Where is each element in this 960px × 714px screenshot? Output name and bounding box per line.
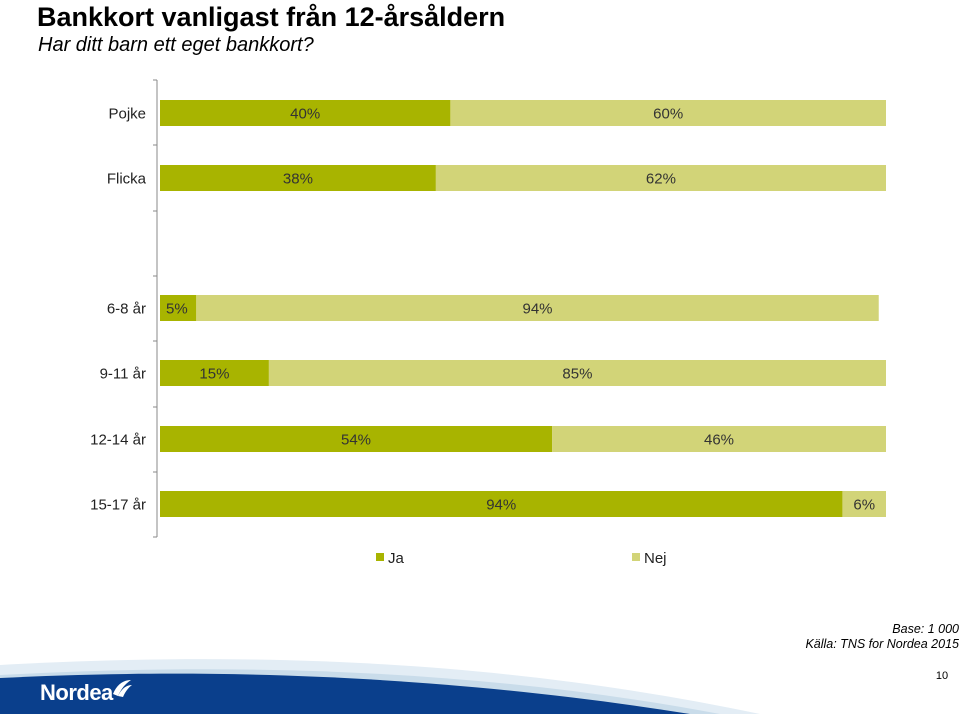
bar-ja — [160, 360, 269, 386]
nordea-logo: Nordea — [40, 680, 113, 705]
legend-swatch-nej — [632, 553, 640, 561]
legend-swatch-ja — [376, 553, 384, 561]
data-label: 85% — [562, 366, 592, 383]
bar-ja — [160, 295, 197, 321]
data-label: 94% — [486, 497, 516, 514]
bar-ja — [160, 100, 451, 126]
page-title: Bankkort vanligast från 12-årsåldern — [37, 2, 506, 32]
logo-mark-icon — [113, 680, 132, 697]
data-label: 54% — [341, 432, 371, 449]
data-label: 15% — [199, 366, 229, 383]
legend-label: Nej — [644, 550, 667, 567]
source-note: Base: 1 000 Källa: TNS for Nordea 2015 — [659, 622, 960, 652]
page-subtitle: Har ditt barn ett eget bankkort? — [38, 34, 314, 56]
bar-nej — [842, 491, 886, 517]
category-label: Pojke — [108, 106, 146, 123]
bar-ja — [160, 426, 553, 452]
source-text: Källa: TNS for Nordea 2015 — [805, 637, 959, 651]
bar-nej — [552, 426, 886, 452]
bar-nej — [450, 100, 886, 126]
stacked-bar-chart: 40% 60% Pojke 38% 62% Flicka 5% 94% 6-8 år 15% 85%… — [90, 79, 886, 567]
bar-nej — [196, 295, 879, 321]
page-number: 10 — [935, 670, 949, 682]
base-text: Base: 1 000 — [892, 622, 959, 636]
data-label: 62% — [646, 171, 676, 188]
category-label: Flicka — [107, 171, 147, 188]
category-label: 15-17 år — [90, 497, 146, 514]
footer-wave — [0, 659, 760, 714]
data-label: 46% — [704, 432, 734, 449]
legend-label: Ja — [388, 550, 405, 567]
data-label: 6% — [853, 497, 875, 514]
category-label: 6-8 år — [107, 301, 146, 318]
data-label: 94% — [523, 301, 553, 318]
bar-ja — [160, 491, 843, 517]
category-label: 12-14 år — [90, 432, 146, 449]
bar-ja — [160, 165, 436, 191]
bar-nej — [435, 165, 886, 191]
bar-nej — [268, 360, 886, 386]
data-label: 5% — [166, 301, 188, 318]
data-label: 40% — [290, 106, 320, 123]
data-label: 38% — [283, 171, 313, 188]
category-label: 9-11 år — [100, 366, 146, 383]
data-label: 60% — [653, 106, 683, 123]
